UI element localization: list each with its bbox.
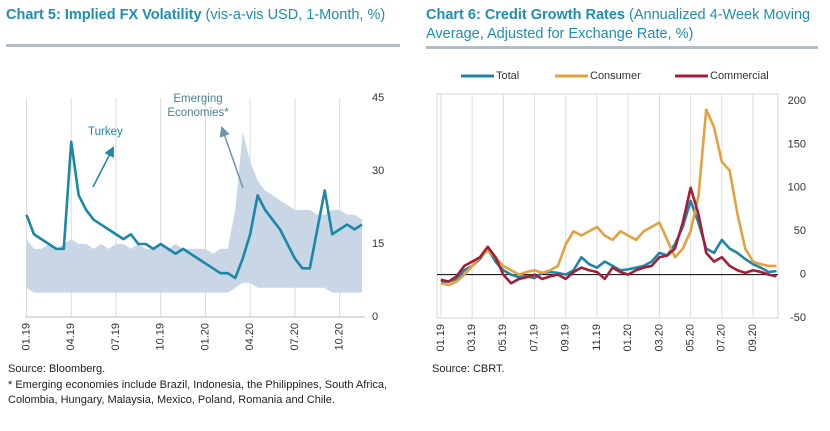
plot-frame <box>436 93 779 319</box>
x-tick-label: 10.19 <box>155 323 167 351</box>
source: Source: Bloomberg. <box>8 363 106 375</box>
y-tick-label: 200 <box>788 95 806 107</box>
annotation: Turkey <box>88 126 123 138</box>
x-tick-label: 10.20 <box>334 323 346 351</box>
x-tick-label: 07.19 <box>528 324 540 352</box>
x-tick-label: 09.20 <box>747 324 759 352</box>
annotation: Emerging Economies* <box>167 93 229 119</box>
x-tick-label: 04.19 <box>65 323 77 351</box>
series-line <box>440 186 777 285</box>
series-line <box>440 108 777 287</box>
legend-label: Total <box>496 70 519 82</box>
title-rule <box>6 44 400 47</box>
y-tick-label: 15 <box>372 238 384 250</box>
legend-label: Consumer <box>590 70 641 82</box>
chart-title: Chart 5: Implied FX Volatility (vis-a-vi… <box>6 6 406 25</box>
x-tick-label: 09.19 <box>560 324 572 352</box>
source: Source: CBRT. <box>432 363 505 375</box>
x-tick-label: 07.19 <box>110 323 122 351</box>
x-tick-label: 07.20 <box>289 323 301 351</box>
x-tick-label: 01.20 <box>622 324 634 352</box>
y-tick-label: -50 <box>790 312 806 324</box>
y-tick-label: 0 <box>800 269 806 281</box>
title-rule <box>426 46 818 49</box>
x-tick-label: 01.19 <box>435 324 447 352</box>
title-sub: (Annualized 4-Week Moving Average, Adjus… <box>426 7 811 42</box>
x-tick-label: 07.20 <box>716 324 728 352</box>
y-tick-label: 0 <box>372 311 378 323</box>
title-main: Chart 5: Implied FX Volatility <box>6 7 202 23</box>
y-tick-label: 100 <box>788 182 806 194</box>
chart-title: Chart 6: Credit Growth Rates (Annualized… <box>426 6 821 44</box>
y-tick-label: 50 <box>794 225 806 237</box>
x-tick-label: 01.20 <box>199 323 211 351</box>
series-line <box>25 140 363 280</box>
series-line <box>440 199 777 283</box>
legend-label: Commercial <box>710 70 769 82</box>
x-tick-label: 04.20 <box>244 323 256 351</box>
range-area <box>26 132 363 293</box>
x-tick-label: 11.19 <box>591 324 603 351</box>
y-tick-label: 150 <box>788 138 806 150</box>
x-tick-label: 01.19 <box>20 323 32 351</box>
y-tick-label: 45 <box>372 92 384 104</box>
x-tick-label: 03.19 <box>466 324 478 352</box>
title-sub: (vis-a-vis USD, 1-Month, %) <box>205 7 386 23</box>
arrow <box>92 146 114 188</box>
arrow <box>219 126 244 189</box>
footnote: * Emerging economies include Brazil, Ind… <box>8 379 388 406</box>
x-tick-label: 05.20 <box>685 324 697 352</box>
x-tick-label: 03.20 <box>653 324 665 352</box>
y-tick-label: 30 <box>372 165 384 177</box>
title-main: Chart 6: Credit Growth Rates <box>426 7 625 23</box>
x-tick-label: 05.19 <box>497 324 509 352</box>
